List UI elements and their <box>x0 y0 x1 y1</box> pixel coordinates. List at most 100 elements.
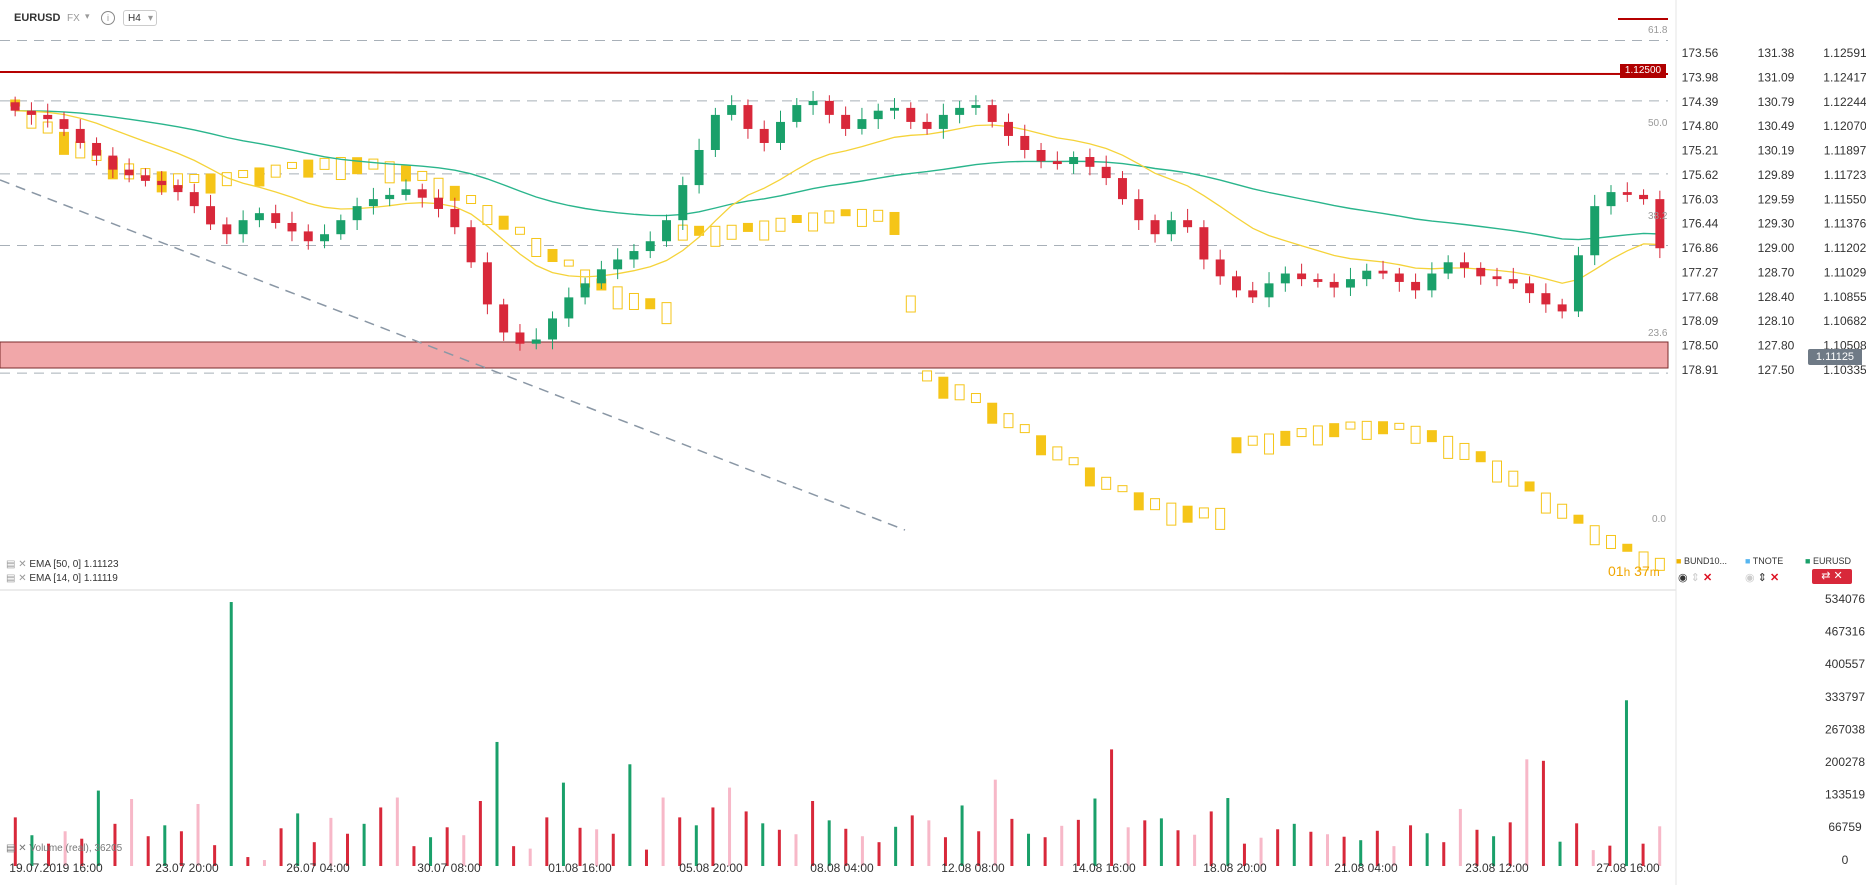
candle-body <box>320 234 330 242</box>
close-icon[interactable]: ✕ <box>1833 570 1843 582</box>
info-icon[interactable]: i <box>101 11 115 25</box>
candle-body <box>1150 220 1160 235</box>
chevron-down-icon[interactable]: ▾ <box>85 11 90 21</box>
volume-bar <box>1658 826 1662 866</box>
price-tick-label: 128.40 <box>1758 290 1795 304</box>
bund-candle <box>531 237 542 257</box>
fibonacci-levels[interactable] <box>0 40 1668 374</box>
bund-candle <box>1036 435 1047 456</box>
candle-body <box>1541 293 1551 305</box>
time-tick-label: 08.08 04:00 <box>810 861 874 875</box>
price-tick-label: 1.11550 <box>1824 192 1866 206</box>
ema14-legend[interactable]: ▤ ✕ EMA [14, 0] 1.11119 <box>6 573 118 584</box>
volume-bar <box>844 828 848 866</box>
volume-legend[interactable]: ▤ ✕ Volume (real), 36205 <box>6 843 122 854</box>
ema-lines <box>15 110 1660 284</box>
ema50-legend[interactable]: ▤ ✕ EMA [50, 0] 1.11123 <box>6 559 119 570</box>
volume-bar <box>1159 818 1163 866</box>
bund-candle <box>856 208 867 227</box>
time-tick-label: 23.08 12:00 <box>1465 861 1529 875</box>
candle-body <box>759 128 769 143</box>
trend-line[interactable] <box>0 179 906 531</box>
volume-bar <box>412 846 416 866</box>
bund-candle <box>1019 424 1030 434</box>
bund-candle <box>1557 503 1568 519</box>
bund-candle <box>352 157 363 175</box>
volume-bar <box>1259 837 1263 866</box>
price-tick-label: 176.44 <box>1682 217 1719 231</box>
bund-candle <box>205 173 216 194</box>
volume-tick-label: 267038 <box>1825 722 1865 736</box>
candle-body <box>499 304 509 333</box>
volume-bar <box>777 829 781 866</box>
legend-tnote[interactable]: ■ TNOTE <box>1745 556 1783 566</box>
price-tick-label: 178.91 <box>1682 363 1719 377</box>
bund-candle <box>189 173 200 183</box>
bund-candle <box>417 170 428 181</box>
bund-candle <box>303 159 314 178</box>
close-icon[interactable]: ✕ <box>1702 572 1713 584</box>
market-label[interactable]: FX <box>67 13 80 24</box>
bund-candle <box>1426 430 1437 443</box>
close-icon[interactable]: ✕ <box>1769 572 1780 584</box>
volume-bar <box>1624 700 1628 866</box>
bund-candle <box>873 209 884 222</box>
candle-body <box>222 224 232 235</box>
candle-body <box>971 105 981 108</box>
volume-bar <box>1176 830 1180 866</box>
resistance-line[interactable] <box>0 71 1669 75</box>
eye-icon[interactable]: ◉ <box>1678 572 1688 584</box>
price-tick-label: 176.86 <box>1682 241 1719 255</box>
eye-icon[interactable]: ◉ <box>1745 572 1755 584</box>
volume-bar <box>1425 833 1429 866</box>
candle-body <box>1345 279 1355 288</box>
candle-body <box>1085 157 1095 167</box>
candle-body <box>271 213 281 223</box>
chart-settings-icon[interactable]: ⇄ <box>1821 570 1831 582</box>
time-tick-label: 30.07 08:00 <box>417 861 481 875</box>
volume-bar <box>196 803 200 866</box>
bund-candle <box>1589 525 1600 546</box>
bund-candle <box>922 370 933 382</box>
countdown-m-unit: m <box>1649 565 1660 579</box>
volume-bar <box>611 833 615 866</box>
price-tick-label: 1.11376 <box>1824 217 1866 231</box>
candle-body <box>1525 283 1535 294</box>
volume-icon: ▤ ✕ <box>6 843 27 854</box>
candle-body <box>1378 270 1388 274</box>
price-tick-label: 130.79 <box>1758 95 1795 109</box>
volume-bar <box>429 837 433 866</box>
volume-bar <box>296 813 300 866</box>
bund-candle <box>1654 557 1665 571</box>
price-tick-label: 1.12417 <box>1823 70 1866 84</box>
volume-bar <box>1276 829 1280 866</box>
candle-body <box>841 114 851 129</box>
volume-bar <box>1292 823 1296 866</box>
timeframe-select[interactable]: H4 ▾ <box>123 10 157 26</box>
symbol-label[interactable]: EURUSD <box>14 12 61 24</box>
candle-body <box>613 259 623 270</box>
sort-icon[interactable]: ⇕ <box>1757 572 1767 584</box>
price-tick-label: 129.89 <box>1758 168 1795 182</box>
volume-bar <box>80 838 84 866</box>
volume-bar <box>1342 836 1346 866</box>
candle-body <box>1394 273 1404 282</box>
candle-body <box>1557 304 1567 312</box>
legend-bund[interactable]: ■ BUND10... <box>1676 556 1727 566</box>
candle-body <box>434 197 444 209</box>
bund-candle <box>1166 502 1177 526</box>
bund-candle <box>694 225 705 236</box>
time-tick-label: 01.08 16:00 <box>548 861 612 875</box>
candle-body <box>10 102 20 111</box>
sort-icon[interactable]: ⇕ <box>1690 572 1700 584</box>
time-tick-label: 26.07 04:00 <box>286 861 350 875</box>
time-tick-label: 12.08 08:00 <box>941 861 1005 875</box>
bund-overlay-series <box>10 99 1665 571</box>
volume-bar <box>1126 827 1130 866</box>
volume-tick-label: 200278 <box>1825 755 1865 769</box>
support-zone[interactable] <box>0 341 1669 369</box>
candle-body <box>938 114 948 129</box>
legend-eurusd[interactable]: ■ EURUSD <box>1805 556 1851 566</box>
fib-label-0: 0.0 <box>1652 514 1666 525</box>
